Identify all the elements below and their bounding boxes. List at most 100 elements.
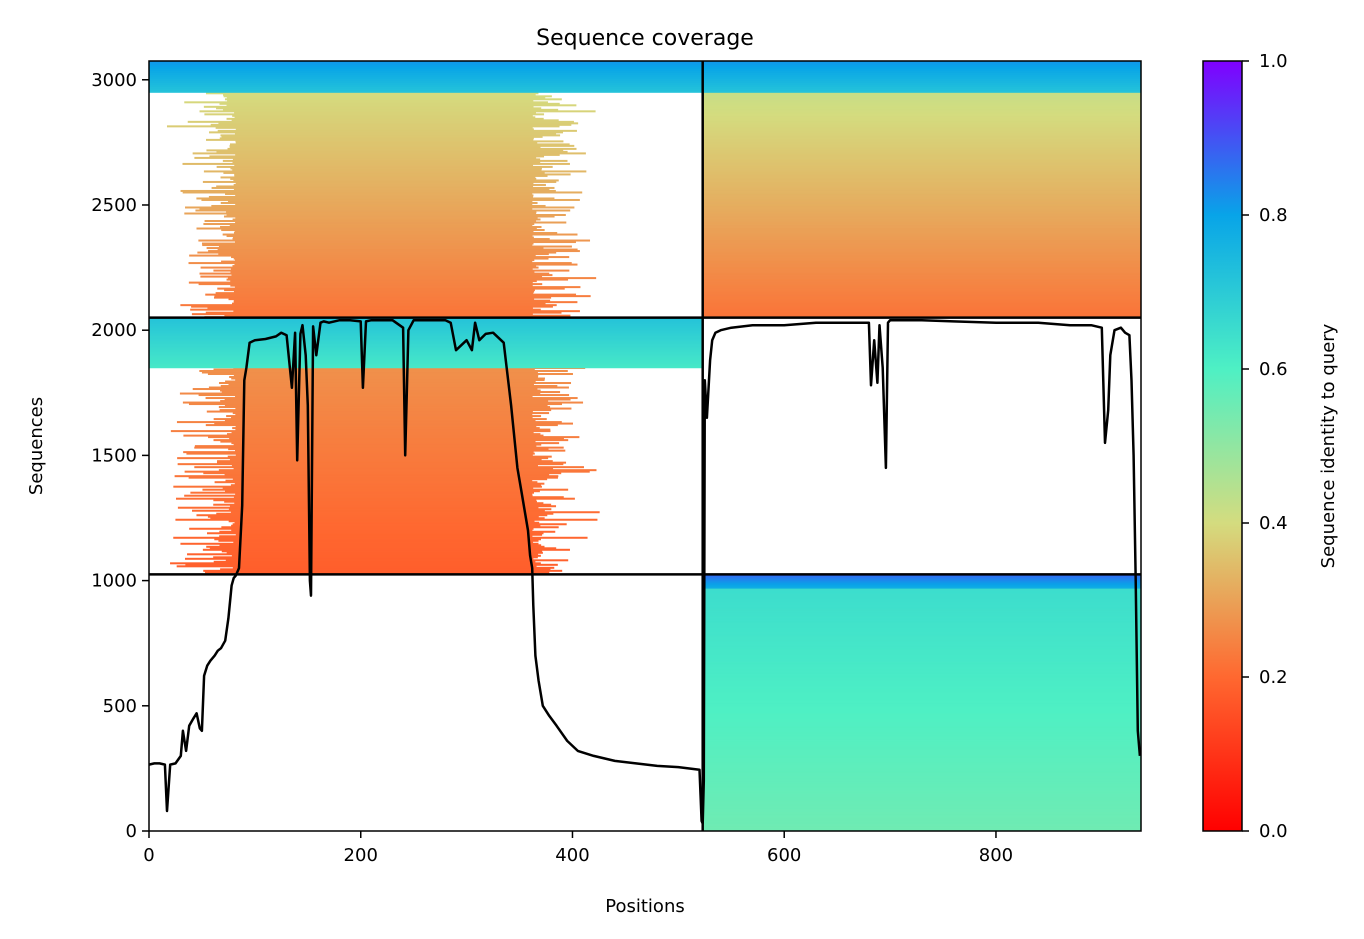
- coverage-row: [199, 110, 596, 113]
- coverage-row: [702, 586, 1141, 589]
- y-tick-label: 2000: [91, 320, 137, 341]
- coverage-row: [215, 126, 533, 129]
- coverage-row: [213, 418, 547, 421]
- coverage-row: [224, 404, 548, 407]
- coverage-row: [205, 293, 577, 296]
- coverage-row: [232, 523, 567, 526]
- coverage-row: [702, 619, 1141, 622]
- coverage-row: [702, 679, 1141, 682]
- coverage-row: [223, 215, 555, 218]
- coverage-row: [222, 233, 578, 236]
- coverage-row: [702, 304, 1141, 307]
- coverage-row: [233, 188, 550, 191]
- coverage-row: [149, 363, 703, 367]
- x-axis-label: Positions: [605, 896, 684, 917]
- coverage-row: [188, 476, 558, 479]
- coverage-row: [702, 90, 1141, 93]
- coverage-row: [149, 70, 703, 73]
- coverage-row: [702, 104, 1141, 107]
- coverage-row: [702, 61, 1141, 63]
- coverage-row: [702, 165, 1141, 168]
- coverage-row: [702, 244, 1141, 247]
- coverage-row: [702, 98, 1141, 101]
- coverage-row: [201, 242, 534, 245]
- coverage-row: [235, 194, 534, 197]
- coverage-row: [702, 668, 1141, 671]
- coverage-row: [209, 155, 545, 158]
- coverage-row: [702, 265, 1141, 268]
- coverage-row: [702, 697, 1141, 700]
- coverage-row: [235, 533, 543, 536]
- coverage-row: [702, 589, 1141, 592]
- coverage-row: [702, 212, 1141, 215]
- coverage-row: [702, 715, 1141, 718]
- coverage-row: [235, 413, 533, 416]
- coverage-row: [702, 662, 1141, 665]
- coverage-row: [702, 643, 1141, 646]
- coverage-row: [149, 341, 703, 345]
- coverage-row: [702, 637, 1141, 640]
- coverage-row: [702, 799, 1141, 802]
- coverage-row: [702, 698, 1141, 701]
- coverage-row: [234, 259, 535, 262]
- coverage-row: [702, 713, 1141, 716]
- coverage-row: [217, 248, 578, 251]
- coverage-block-4: [702, 574, 1141, 832]
- coverage-row: [235, 203, 533, 206]
- coverage-row: [233, 541, 534, 544]
- coverage-row: [219, 535, 533, 538]
- coverage-row: [702, 793, 1141, 796]
- coverage-row: [234, 132, 557, 135]
- coverage-row: [226, 551, 543, 554]
- coverage-row: [702, 576, 1141, 579]
- coverage-row: [702, 143, 1141, 146]
- coverage-row: [702, 647, 1141, 650]
- coverage-row: [229, 437, 564, 440]
- coverage-row: [205, 397, 578, 400]
- coverage-row: [231, 529, 533, 532]
- coverage-row: [702, 290, 1141, 293]
- coverage-row: [702, 284, 1141, 287]
- coverage-row: [231, 119, 559, 122]
- coverage-row: [702, 805, 1141, 808]
- coverage-row: [182, 191, 583, 194]
- coverage-row: [149, 66, 703, 69]
- coverage-row: [702, 727, 1141, 730]
- coverage-row: [702, 694, 1141, 697]
- coverage-row: [232, 114, 533, 117]
- coverage-row: [702, 728, 1141, 731]
- coverage-row: [702, 113, 1141, 116]
- coverage-row: [224, 419, 536, 422]
- coverage-row: [184, 470, 590, 473]
- coverage-row: [702, 722, 1141, 725]
- coverage-row: [232, 238, 550, 241]
- coverage-row: [702, 733, 1141, 736]
- coverage-row: [702, 114, 1141, 117]
- coverage-row: [221, 260, 533, 263]
- coverage-row: [231, 416, 533, 419]
- coverage-row: [702, 704, 1141, 707]
- coverage-row: [230, 280, 537, 283]
- coverage-row: [233, 367, 586, 369]
- coverage-row: [149, 345, 703, 349]
- coverage-row: [702, 773, 1141, 776]
- coverage-row: [702, 655, 1141, 658]
- coverage-row: [702, 610, 1141, 613]
- x-tick-label: 200: [344, 845, 378, 866]
- coverage-row: [225, 479, 533, 482]
- x-tick-label: 0: [143, 845, 154, 866]
- coverage-row: [702, 800, 1141, 803]
- coverage-row: [235, 428, 551, 431]
- coverage-row: [216, 185, 534, 188]
- coverage-row: [221, 135, 543, 138]
- coverage-row: [702, 201, 1141, 204]
- coverage-row: [218, 539, 539, 542]
- coverage-row: [702, 631, 1141, 634]
- coverage-row: [197, 251, 557, 254]
- coverage-row: [702, 64, 1141, 67]
- coverage-row: [702, 93, 1141, 96]
- coverage-row: [230, 284, 533, 287]
- coverage-row: [702, 824, 1141, 827]
- coverage-row: [183, 434, 544, 437]
- coverage-row: [226, 278, 569, 281]
